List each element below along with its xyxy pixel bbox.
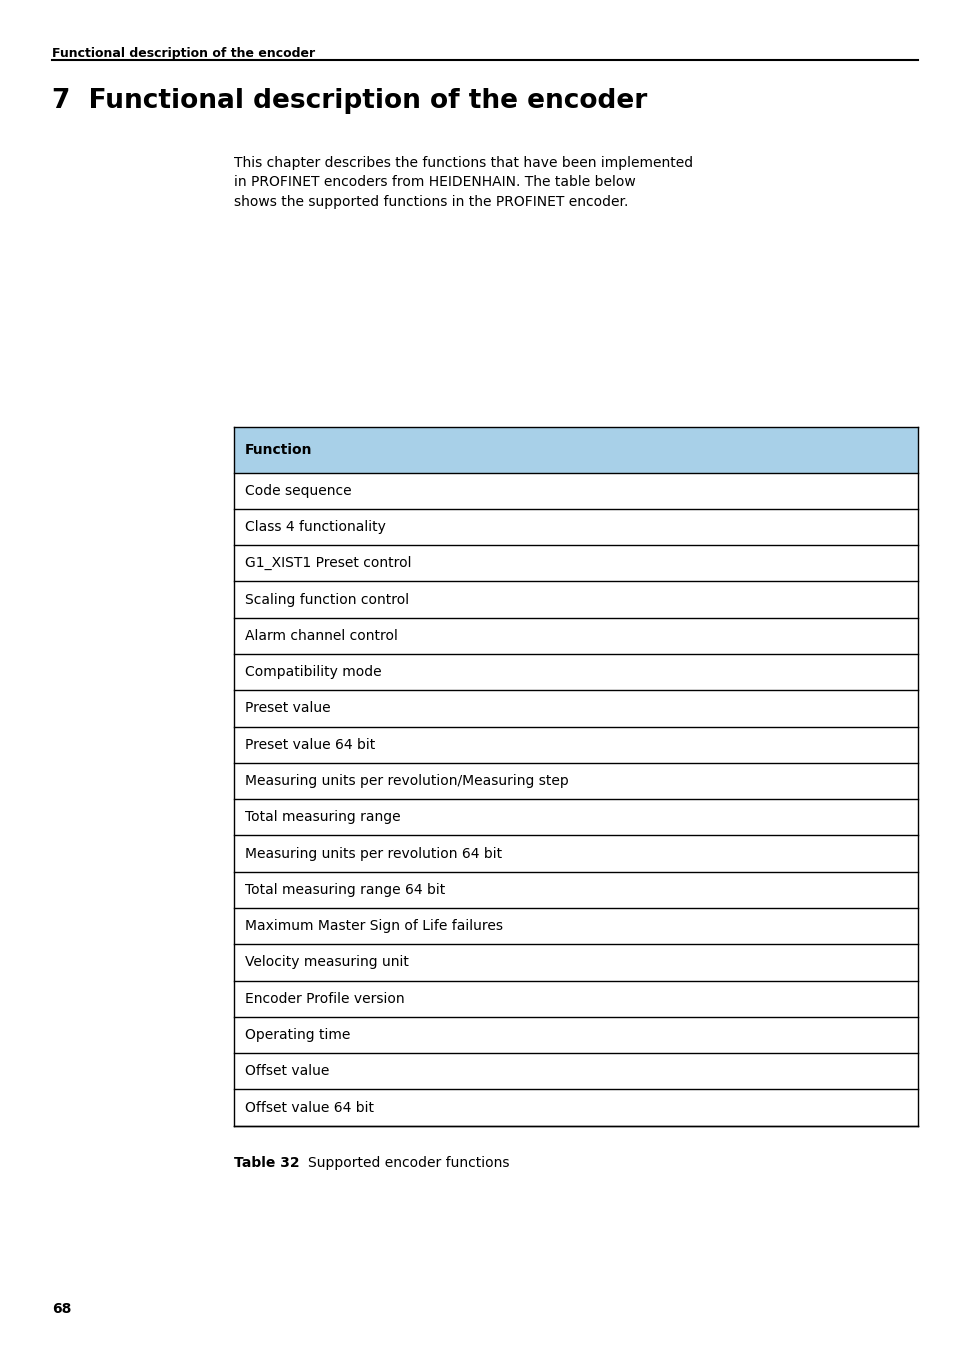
Text: G1_XIST1 Preset control: G1_XIST1 Preset control — [245, 556, 412, 570]
FancyBboxPatch shape — [233, 1090, 917, 1125]
FancyBboxPatch shape — [233, 872, 917, 909]
Text: Maximum Master Sign of Life failures: Maximum Master Sign of Life failures — [245, 919, 502, 933]
Text: Encoder Profile version: Encoder Profile version — [245, 991, 404, 1006]
FancyBboxPatch shape — [233, 909, 917, 944]
FancyBboxPatch shape — [233, 799, 917, 835]
Text: This chapter describes the functions that have been implemented
in PROFINET enco: This chapter describes the functions tha… — [233, 156, 692, 209]
Text: Offset value: Offset value — [245, 1064, 329, 1078]
Text: Compatibility mode: Compatibility mode — [245, 665, 381, 680]
FancyBboxPatch shape — [233, 835, 917, 872]
Text: Class 4 functionality: Class 4 functionality — [245, 520, 386, 533]
FancyBboxPatch shape — [233, 1053, 917, 1090]
Text: Velocity measuring unit: Velocity measuring unit — [245, 956, 409, 969]
Text: 68: 68 — [52, 1303, 71, 1316]
Text: Supported encoder functions: Supported encoder functions — [308, 1155, 509, 1170]
FancyBboxPatch shape — [233, 691, 917, 727]
FancyBboxPatch shape — [233, 546, 917, 581]
Text: Measuring units per revolution 64 bit: Measuring units per revolution 64 bit — [245, 846, 502, 861]
FancyBboxPatch shape — [233, 509, 917, 546]
Text: Code sequence: Code sequence — [245, 483, 352, 498]
Text: Measuring units per revolution/Measuring step: Measuring units per revolution/Measuring… — [245, 774, 568, 788]
Text: Preset value: Preset value — [245, 701, 331, 715]
Text: Total measuring range: Total measuring range — [245, 810, 400, 825]
FancyBboxPatch shape — [233, 762, 917, 799]
Text: 7  Functional description of the encoder: 7 Functional description of the encoder — [52, 88, 647, 114]
Text: Functional description of the encoder: Functional description of the encoder — [52, 47, 315, 61]
FancyBboxPatch shape — [233, 473, 917, 509]
FancyBboxPatch shape — [233, 581, 917, 617]
Text: Table 32: Table 32 — [233, 1155, 299, 1170]
FancyBboxPatch shape — [233, 980, 917, 1017]
Text: Scaling function control: Scaling function control — [245, 593, 409, 607]
FancyBboxPatch shape — [233, 617, 917, 654]
Text: Offset value 64 bit: Offset value 64 bit — [245, 1101, 374, 1114]
Text: Function: Function — [245, 443, 313, 456]
FancyBboxPatch shape — [233, 944, 917, 980]
Text: Preset value 64 bit: Preset value 64 bit — [245, 738, 375, 751]
FancyBboxPatch shape — [233, 1017, 917, 1053]
Text: Operating time: Operating time — [245, 1028, 350, 1043]
FancyBboxPatch shape — [233, 427, 917, 473]
Text: Total measuring range 64 bit: Total measuring range 64 bit — [245, 883, 445, 896]
FancyBboxPatch shape — [233, 654, 917, 691]
Text: Alarm channel control: Alarm channel control — [245, 628, 397, 643]
FancyBboxPatch shape — [233, 727, 917, 762]
